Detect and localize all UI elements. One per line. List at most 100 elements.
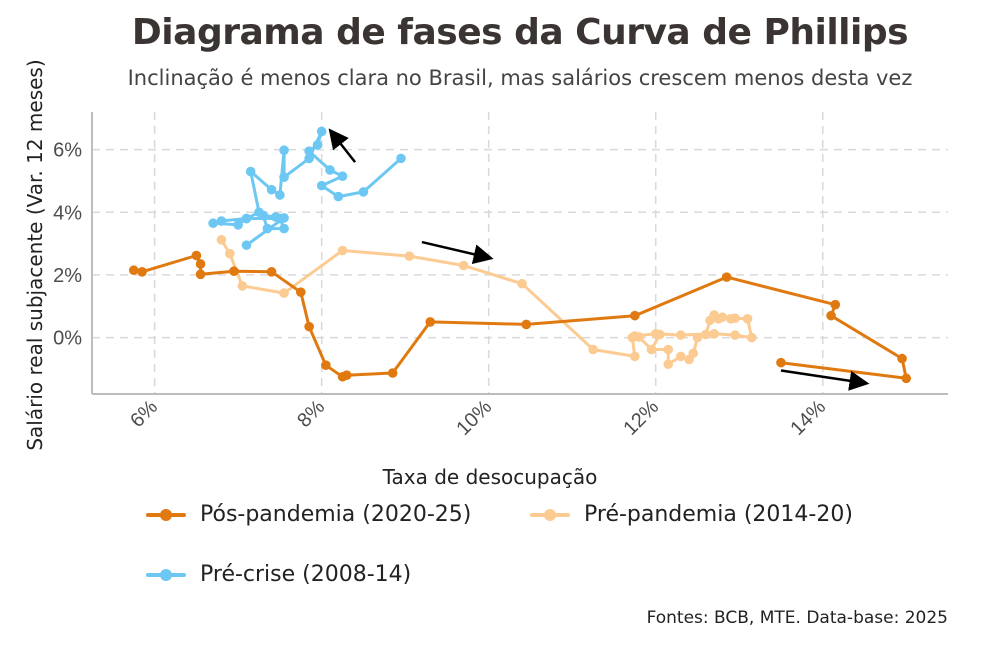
point-crise	[245, 166, 256, 177]
point-pre	[588, 344, 598, 355]
point-pos	[425, 317, 436, 327]
legend-label-pre-crise: Pré-crise (2008-14)	[200, 562, 412, 587]
point-pre	[675, 351, 686, 362]
direction-arrow	[421, 240, 494, 265]
point-crise	[279, 213, 289, 223]
point-pre	[730, 313, 740, 323]
y-tick-label: 0%	[53, 328, 82, 350]
point-crise	[316, 180, 327, 191]
legend-label-pre-pandemia: Pré-pandemia (2014-20)	[584, 502, 853, 527]
point-pre	[692, 332, 703, 343]
point-crise	[216, 216, 227, 226]
point-pre	[517, 278, 527, 289]
point-pre	[224, 248, 235, 259]
point-crise	[270, 212, 281, 222]
legend-item-pre-crise: Pré-crise (2008-14)	[146, 562, 411, 587]
point-pos	[128, 265, 139, 276]
series-line-crise	[211, 129, 403, 247]
point-pos	[266, 267, 277, 277]
point-crise	[312, 140, 323, 150]
point-pre	[458, 260, 469, 271]
point-pre	[630, 351, 640, 362]
point-pre	[730, 330, 740, 340]
point-pre	[663, 359, 674, 370]
point-pos	[721, 272, 732, 282]
point-pre	[337, 245, 348, 256]
y-axis-title: Salário real subjacente (Var. 12 meses)	[23, 59, 47, 450]
legend-key-pre-crise	[146, 565, 186, 585]
direction-arrow	[780, 369, 870, 391]
y-tick-label: 2%	[53, 265, 82, 287]
legend-item-pos-pandemia: Pós-pandemia (2020-25)	[146, 502, 471, 527]
y-tick-label: 6%	[53, 140, 82, 162]
point-pos	[630, 310, 640, 321]
point-crise	[233, 220, 243, 230]
point-crise	[279, 172, 289, 182]
x-axis-title: Taxa de desocupação	[382, 465, 598, 489]
point-crise	[279, 145, 289, 156]
point-pos	[295, 287, 306, 297]
point-pos	[195, 259, 206, 269]
point-pre	[701, 329, 711, 340]
point-pos	[304, 321, 314, 332]
point-pre	[279, 288, 289, 298]
point-pos	[521, 319, 532, 330]
source-note: Fontes: BCB, MTE. Data-base: 2025	[646, 608, 948, 628]
direction-arrow	[328, 128, 357, 163]
point-crise	[241, 213, 252, 224]
point-pos	[195, 269, 206, 280]
point-pos	[321, 360, 331, 370]
point-pre	[650, 329, 661, 339]
point-crise	[279, 223, 289, 234]
point-pre	[646, 344, 657, 355]
chart-title: Diagrama de fases da Curva de Phillips	[131, 12, 909, 53]
point-pre	[404, 251, 415, 261]
point-pos	[229, 266, 239, 276]
legend-key-pre-pandemia	[530, 505, 570, 525]
x-tick-label: 14%	[786, 396, 830, 440]
chart-subtitle: Inclinação é menos clara no Brasil, mas …	[127, 66, 913, 90]
legend-item-pre-pandemia: Pré-pandemia (2014-20)	[530, 502, 853, 527]
point-pos	[191, 250, 202, 261]
point-pre	[709, 329, 719, 339]
point-pre	[216, 235, 227, 245]
point-crise	[266, 184, 277, 195]
point-crise	[258, 210, 269, 221]
point-pos	[776, 357, 786, 368]
point-crise	[241, 240, 252, 250]
series-line-pos	[132, 254, 908, 380]
point-crise	[262, 223, 273, 234]
x-tick-label: 10%	[452, 396, 496, 440]
point-pre	[630, 331, 640, 341]
point-crise	[316, 126, 327, 137]
point-pre	[688, 348, 699, 359]
point-pre	[237, 281, 248, 291]
x-tick-label: 6%	[126, 396, 162, 432]
point-crise	[396, 153, 406, 164]
point-pre	[675, 330, 686, 340]
point-crise	[304, 146, 314, 156]
point-pos	[337, 371, 348, 382]
point-pos	[387, 368, 398, 378]
point-pre	[717, 312, 728, 323]
point-pos	[830, 299, 841, 310]
y-tick-label: 4%	[53, 202, 82, 224]
point-pos	[826, 310, 836, 321]
point-pre	[746, 332, 757, 343]
legend-label-pos-pandemia: Pós-pandemia (2020-25)	[200, 502, 472, 527]
legend-key-pos-pandemia	[146, 505, 186, 525]
point-crise	[275, 190, 285, 200]
point-pre	[742, 314, 753, 324]
point-pre	[663, 344, 674, 355]
point-crise	[337, 171, 348, 182]
point-crise	[325, 165, 335, 175]
point-crise	[333, 191, 344, 202]
point-crise	[208, 218, 218, 229]
point-crise	[304, 153, 314, 164]
point-pos	[137, 267, 147, 277]
point-pos	[897, 353, 907, 364]
x-tick-label: 8%	[293, 396, 329, 432]
point-crise	[358, 187, 369, 197]
point-pos	[901, 373, 912, 384]
